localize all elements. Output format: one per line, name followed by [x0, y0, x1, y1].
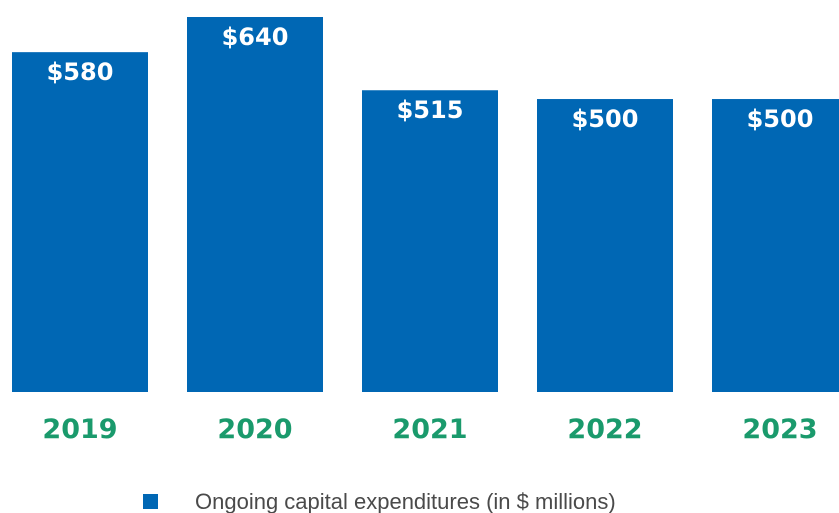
bar-labels-group: $580 $640 $515 $500 $500	[47, 23, 814, 133]
legend: Ongoing capital expenditures (in $ milli…	[143, 489, 616, 513]
x-tick-labels-group: 2019 2020 2021 2022 2023	[42, 414, 817, 445]
bar-2022	[537, 99, 673, 392]
data-label-2022: $500	[572, 105, 639, 133]
x-tick-label-2023: 2023	[742, 414, 817, 445]
bars-group	[12, 17, 839, 392]
x-tick-label-2021: 2021	[392, 414, 467, 445]
x-tick-label-2022: 2022	[567, 414, 642, 445]
x-tick-label-2020: 2020	[217, 414, 292, 445]
bar-2019	[12, 52, 148, 392]
data-label-2023: $500	[747, 105, 814, 133]
bar-2020	[187, 17, 323, 392]
data-label-2021: $515	[397, 96, 464, 124]
legend-swatch	[143, 494, 158, 509]
data-label-2020: $640	[222, 23, 289, 51]
bar-2023	[712, 99, 839, 392]
legend-label: Ongoing capital expenditures (in $ milli…	[195, 489, 616, 513]
x-tick-label-2019: 2019	[42, 414, 117, 445]
data-label-2019: $580	[47, 58, 114, 86]
bar-2021	[362, 90, 498, 392]
